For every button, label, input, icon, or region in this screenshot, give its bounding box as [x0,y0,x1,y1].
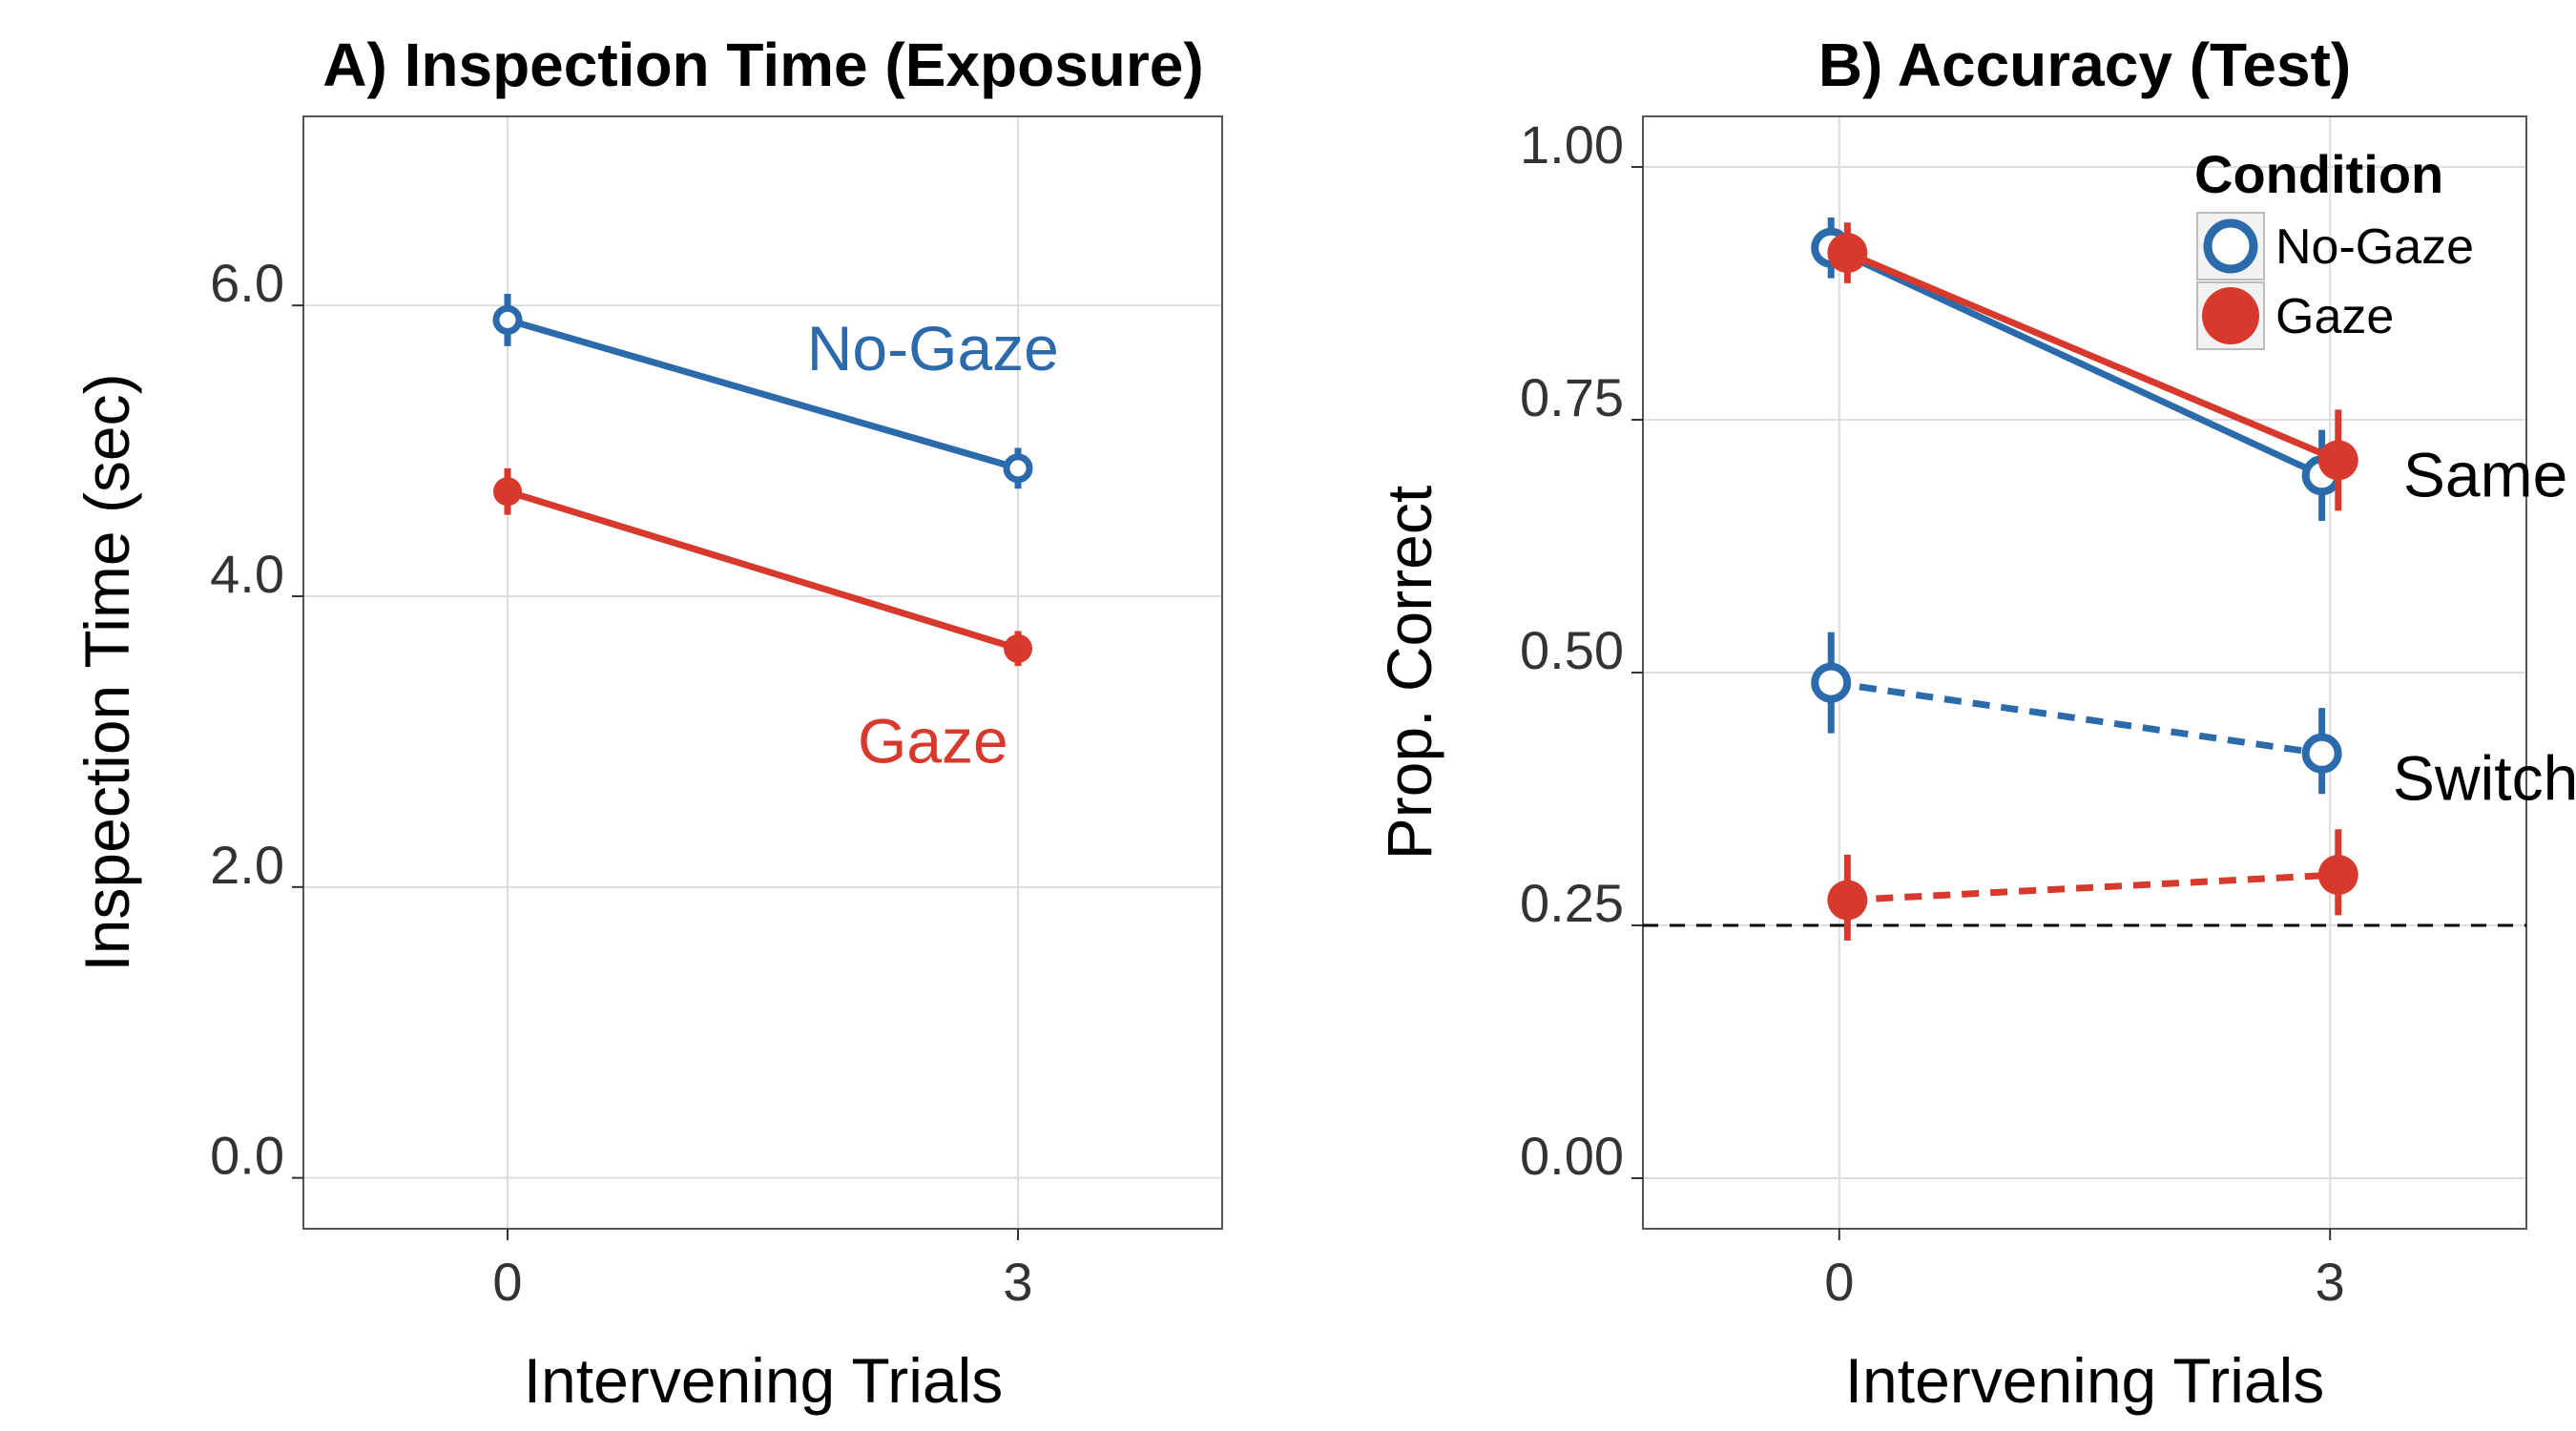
panel-a-inspection-time: A) Inspection Time (Exposure) 0.0 2.0 4.0 6… [72,31,1223,1416]
legend-title: Condition [2194,144,2443,204]
data-point-gaze-same [2317,440,2358,481]
y-tick-label: 1.00 [1520,114,1624,175]
x-tick-label: 0 [492,1252,522,1312]
legend-label: No-Gaze [2275,219,2474,275]
y-tick-label: 0.75 [1520,367,1624,427]
y-tick-label: 4.0 [210,544,284,604]
y-tick-label: 0.0 [210,1126,284,1186]
legend-item-no-gaze: No-Gaze [2196,212,2474,280]
annotation-same: Same [2403,439,2567,509]
panel-b-y-ticks: 0.00 0.25 0.50 0.75 1.00 [1520,114,1643,1186]
data-point-gaze [1004,633,1032,663]
y-tick-label: 0.25 [1520,873,1624,933]
panel-a-annotations: No-Gaze Gaze [807,313,1059,777]
legend-marker-open-circle [2203,218,2258,274]
panel-b-accuracy: B) Accuracy (Test) 0.000.250.500.751.00 … [1374,31,2576,1416]
series-line-gaze [506,487,1020,653]
series-line-gaze-switch [1847,871,2338,903]
panel-a-plot-border [302,115,1223,1230]
x-tick-label: 3 [2316,1252,2345,1312]
data-point-gaze-switch [1827,880,1868,921]
x-tick-label: 3 [1003,1252,1032,1312]
panel-b-gridlines [1643,116,2526,1229]
panel-a-x-axis-label: Intervening Trials [524,1345,1004,1416]
legend-label: Gaze [2275,289,2394,344]
series-no-gaze-switch [1811,632,2342,795]
data-point-gaze [493,477,522,507]
series-gaze [493,467,1032,667]
panel-a-y-ticks: 0.0 2.0 4.0 6.0 [210,253,303,1186]
annotation-no-gaze: No-Gaze [807,313,1059,384]
legend-item-gaze: Gaze [2196,281,2394,350]
series-line-no-gaze-switch [1830,679,2323,757]
panel-b-annotations: Same Switch [2393,439,2576,813]
y-tick-label: 6.0 [210,253,284,313]
series-line-gaze-same [1845,249,2340,464]
annotation-switch: Switch [2393,742,2576,813]
series-gaze-switch [1827,829,2358,941]
panel-a-y-axis-label: Inspection Time (sec) [72,373,142,971]
y-tick-label: 0.50 [1520,620,1624,680]
series-no-gaze [492,293,1033,489]
legend-marker-filled-circle [2202,287,2259,344]
annotation-gaze: Gaze [858,705,1008,776]
legend: Condition No-Gaze Gaze [2194,144,2474,350]
series-line-no-gaze-same [1829,244,2324,479]
panel-a-series [492,293,1033,667]
panel-b-series [1811,218,2358,941]
y-tick-label: 0.00 [1520,1126,1624,1186]
series-line-no-gaze [507,317,1019,472]
panel-b-y-axis-label: Prop. Correct [1374,486,1444,860]
data-point-no-gaze-switch [1811,662,1852,703]
series-gaze-same [1827,222,2358,511]
panel-b-x-axis-label: Intervening Trials [1845,1345,2325,1416]
data-point-no-gaze [1003,453,1033,484]
legend-items: No-Gaze Gaze [2196,212,2474,350]
panel-b-title: B) Accuracy (Test) [1818,31,2351,99]
data-point-gaze-switch [2317,855,2358,895]
panel-a-gridlines [303,116,1222,1229]
data-point-no-gaze-switch [2301,733,2342,774]
x-tick-label: 0 [1824,1252,1854,1312]
data-point-no-gaze [492,304,523,335]
y-tick-label: 2.0 [210,835,284,895]
panel-a-title: A) Inspection Time (Exposure) [322,31,1203,99]
data-point-gaze-same [1827,233,1868,274]
